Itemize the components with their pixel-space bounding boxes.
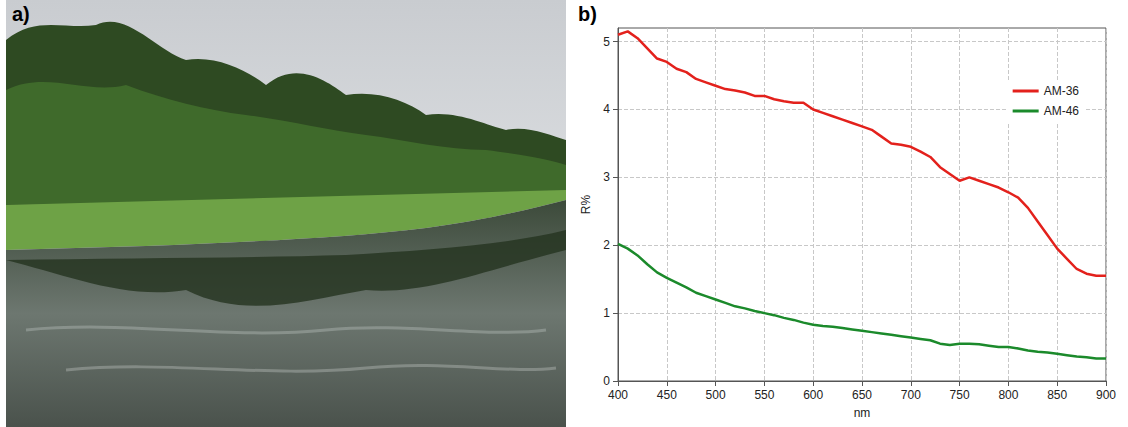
svg-text:3: 3 — [603, 170, 610, 184]
svg-text:5: 5 — [603, 35, 610, 49]
svg-text:650: 650 — [852, 388, 872, 402]
svg-text:900: 900 — [1096, 388, 1116, 402]
html-text:b): b) — [578, 3, 597, 25]
svg-text:400: 400 — [608, 388, 628, 402]
svg-text:700: 700 — [901, 388, 921, 402]
svg-text:AM-36: AM-36 — [1044, 84, 1080, 98]
svg-text:450: 450 — [657, 388, 677, 402]
html-text:a): a) — [12, 3, 30, 25]
svg-text:500: 500 — [706, 388, 726, 402]
svg-text:0: 0 — [603, 374, 610, 388]
svg-text:750: 750 — [950, 388, 970, 402]
svg-text:4: 4 — [603, 102, 610, 116]
svg-text:1: 1 — [603, 306, 610, 320]
svg-text:850: 850 — [1047, 388, 1067, 402]
svg-text:AM-46: AM-46 — [1044, 104, 1080, 118]
svg-text:R%: R% — [579, 195, 593, 215]
svg-text:nm: nm — [854, 406, 871, 420]
svg-text:550: 550 — [754, 388, 774, 402]
svg-text:2: 2 — [603, 238, 610, 252]
svg-text:600: 600 — [803, 388, 823, 402]
svg-text:800: 800 — [998, 388, 1018, 402]
